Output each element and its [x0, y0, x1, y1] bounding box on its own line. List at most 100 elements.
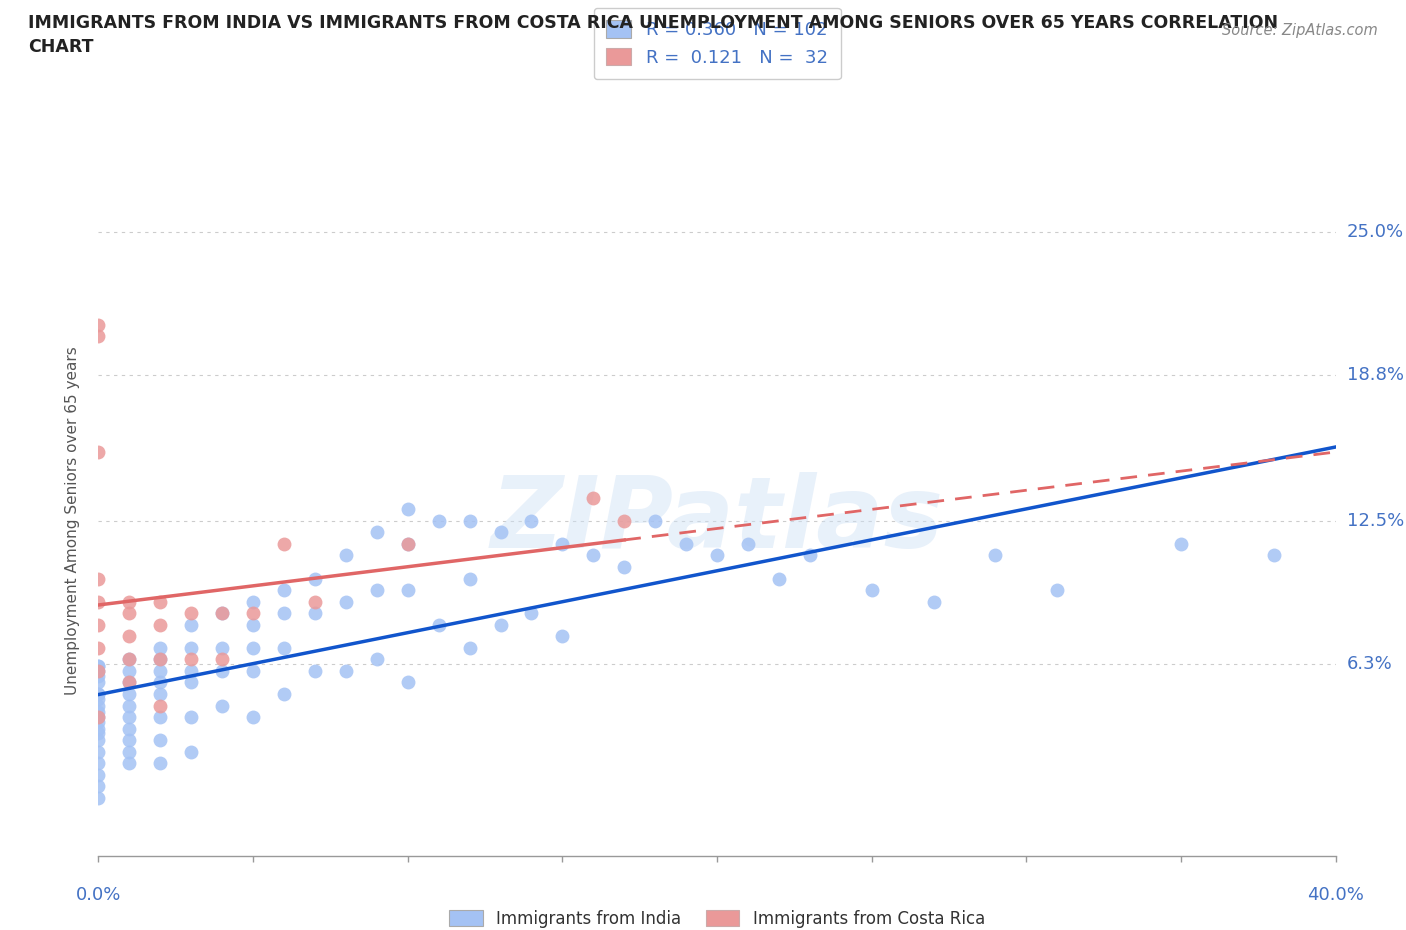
Point: [149, 675, 172, 690]
Point: [149, 686, 172, 701]
Point: [87, 571, 110, 586]
Point: [149, 710, 172, 724]
Point: [396, 537, 419, 551]
Point: [180, 710, 202, 724]
Point: [149, 618, 172, 632]
Point: [520, 605, 543, 620]
Point: [87, 691, 110, 706]
Point: [520, 513, 543, 528]
Point: [489, 525, 512, 539]
Point: [1046, 582, 1069, 597]
Point: [149, 652, 172, 667]
Point: [87, 756, 110, 771]
Point: [582, 490, 605, 505]
Point: [211, 605, 233, 620]
Point: [87, 317, 110, 332]
Point: [87, 790, 110, 805]
Point: [87, 641, 110, 656]
Point: [489, 618, 512, 632]
Point: [304, 594, 326, 609]
Point: [118, 594, 141, 609]
Point: [149, 663, 172, 678]
Text: IMMIGRANTS FROM INDIA VS IMMIGRANTS FROM COSTA RICA UNEMPLOYMENT AMONG SENIORS O: IMMIGRANTS FROM INDIA VS IMMIGRANTS FROM…: [28, 14, 1278, 56]
Point: [427, 618, 450, 632]
Point: [768, 571, 790, 586]
Point: [149, 733, 172, 748]
Point: [118, 605, 141, 620]
Point: [118, 698, 141, 713]
Point: [87, 686, 110, 701]
Point: [273, 582, 295, 597]
Text: 12.5%: 12.5%: [1347, 512, 1405, 530]
Point: [242, 663, 264, 678]
Point: [149, 698, 172, 713]
Point: [396, 675, 419, 690]
Point: [149, 594, 172, 609]
Text: Source: ZipAtlas.com: Source: ZipAtlas.com: [1222, 23, 1378, 38]
Point: [118, 675, 141, 690]
Point: [335, 548, 357, 563]
Point: [87, 767, 110, 782]
Point: [87, 658, 110, 673]
Point: [118, 675, 141, 690]
Point: [304, 605, 326, 620]
Point: [118, 686, 141, 701]
Point: [304, 571, 326, 586]
Point: [87, 663, 110, 678]
Text: 25.0%: 25.0%: [1347, 223, 1405, 241]
Point: [211, 663, 233, 678]
Point: [706, 548, 728, 563]
Point: [118, 721, 141, 736]
Y-axis label: Unemployment Among Seniors over 65 years: Unemployment Among Seniors over 65 years: [65, 347, 80, 696]
Point: [242, 710, 264, 724]
Point: [87, 744, 110, 759]
Point: [149, 652, 172, 667]
Point: [118, 652, 141, 667]
Point: [242, 605, 264, 620]
Point: [211, 698, 233, 713]
Point: [551, 537, 574, 551]
Point: [613, 560, 636, 575]
Point: [180, 641, 202, 656]
Point: [118, 629, 141, 644]
Point: [273, 537, 295, 551]
Point: [211, 641, 233, 656]
Point: [613, 513, 636, 528]
Point: [242, 594, 264, 609]
Point: [149, 756, 172, 771]
Point: [396, 537, 419, 551]
Point: [87, 618, 110, 632]
Point: [366, 582, 388, 597]
Point: [242, 618, 264, 632]
Text: 0.0%: 0.0%: [76, 886, 121, 904]
Point: [366, 652, 388, 667]
Point: [335, 663, 357, 678]
Point: [87, 328, 110, 343]
Point: [860, 582, 883, 597]
Point: [211, 605, 233, 620]
Point: [366, 525, 388, 539]
Point: [87, 714, 110, 729]
Point: [458, 513, 481, 528]
Point: [582, 548, 605, 563]
Point: [427, 513, 450, 528]
Point: [458, 571, 481, 586]
Point: [180, 618, 202, 632]
Point: [180, 652, 202, 667]
Point: [922, 594, 945, 609]
Point: [87, 445, 110, 459]
Point: [551, 629, 574, 644]
Point: [87, 698, 110, 713]
Point: [984, 548, 1007, 563]
Text: 6.3%: 6.3%: [1347, 655, 1392, 673]
Point: [396, 582, 419, 597]
Point: [335, 594, 357, 609]
Point: [458, 641, 481, 656]
Point: [87, 721, 110, 736]
Point: [118, 663, 141, 678]
Point: [87, 675, 110, 690]
Point: [180, 605, 202, 620]
Point: [87, 710, 110, 724]
Point: [1263, 548, 1285, 563]
Point: [149, 641, 172, 656]
